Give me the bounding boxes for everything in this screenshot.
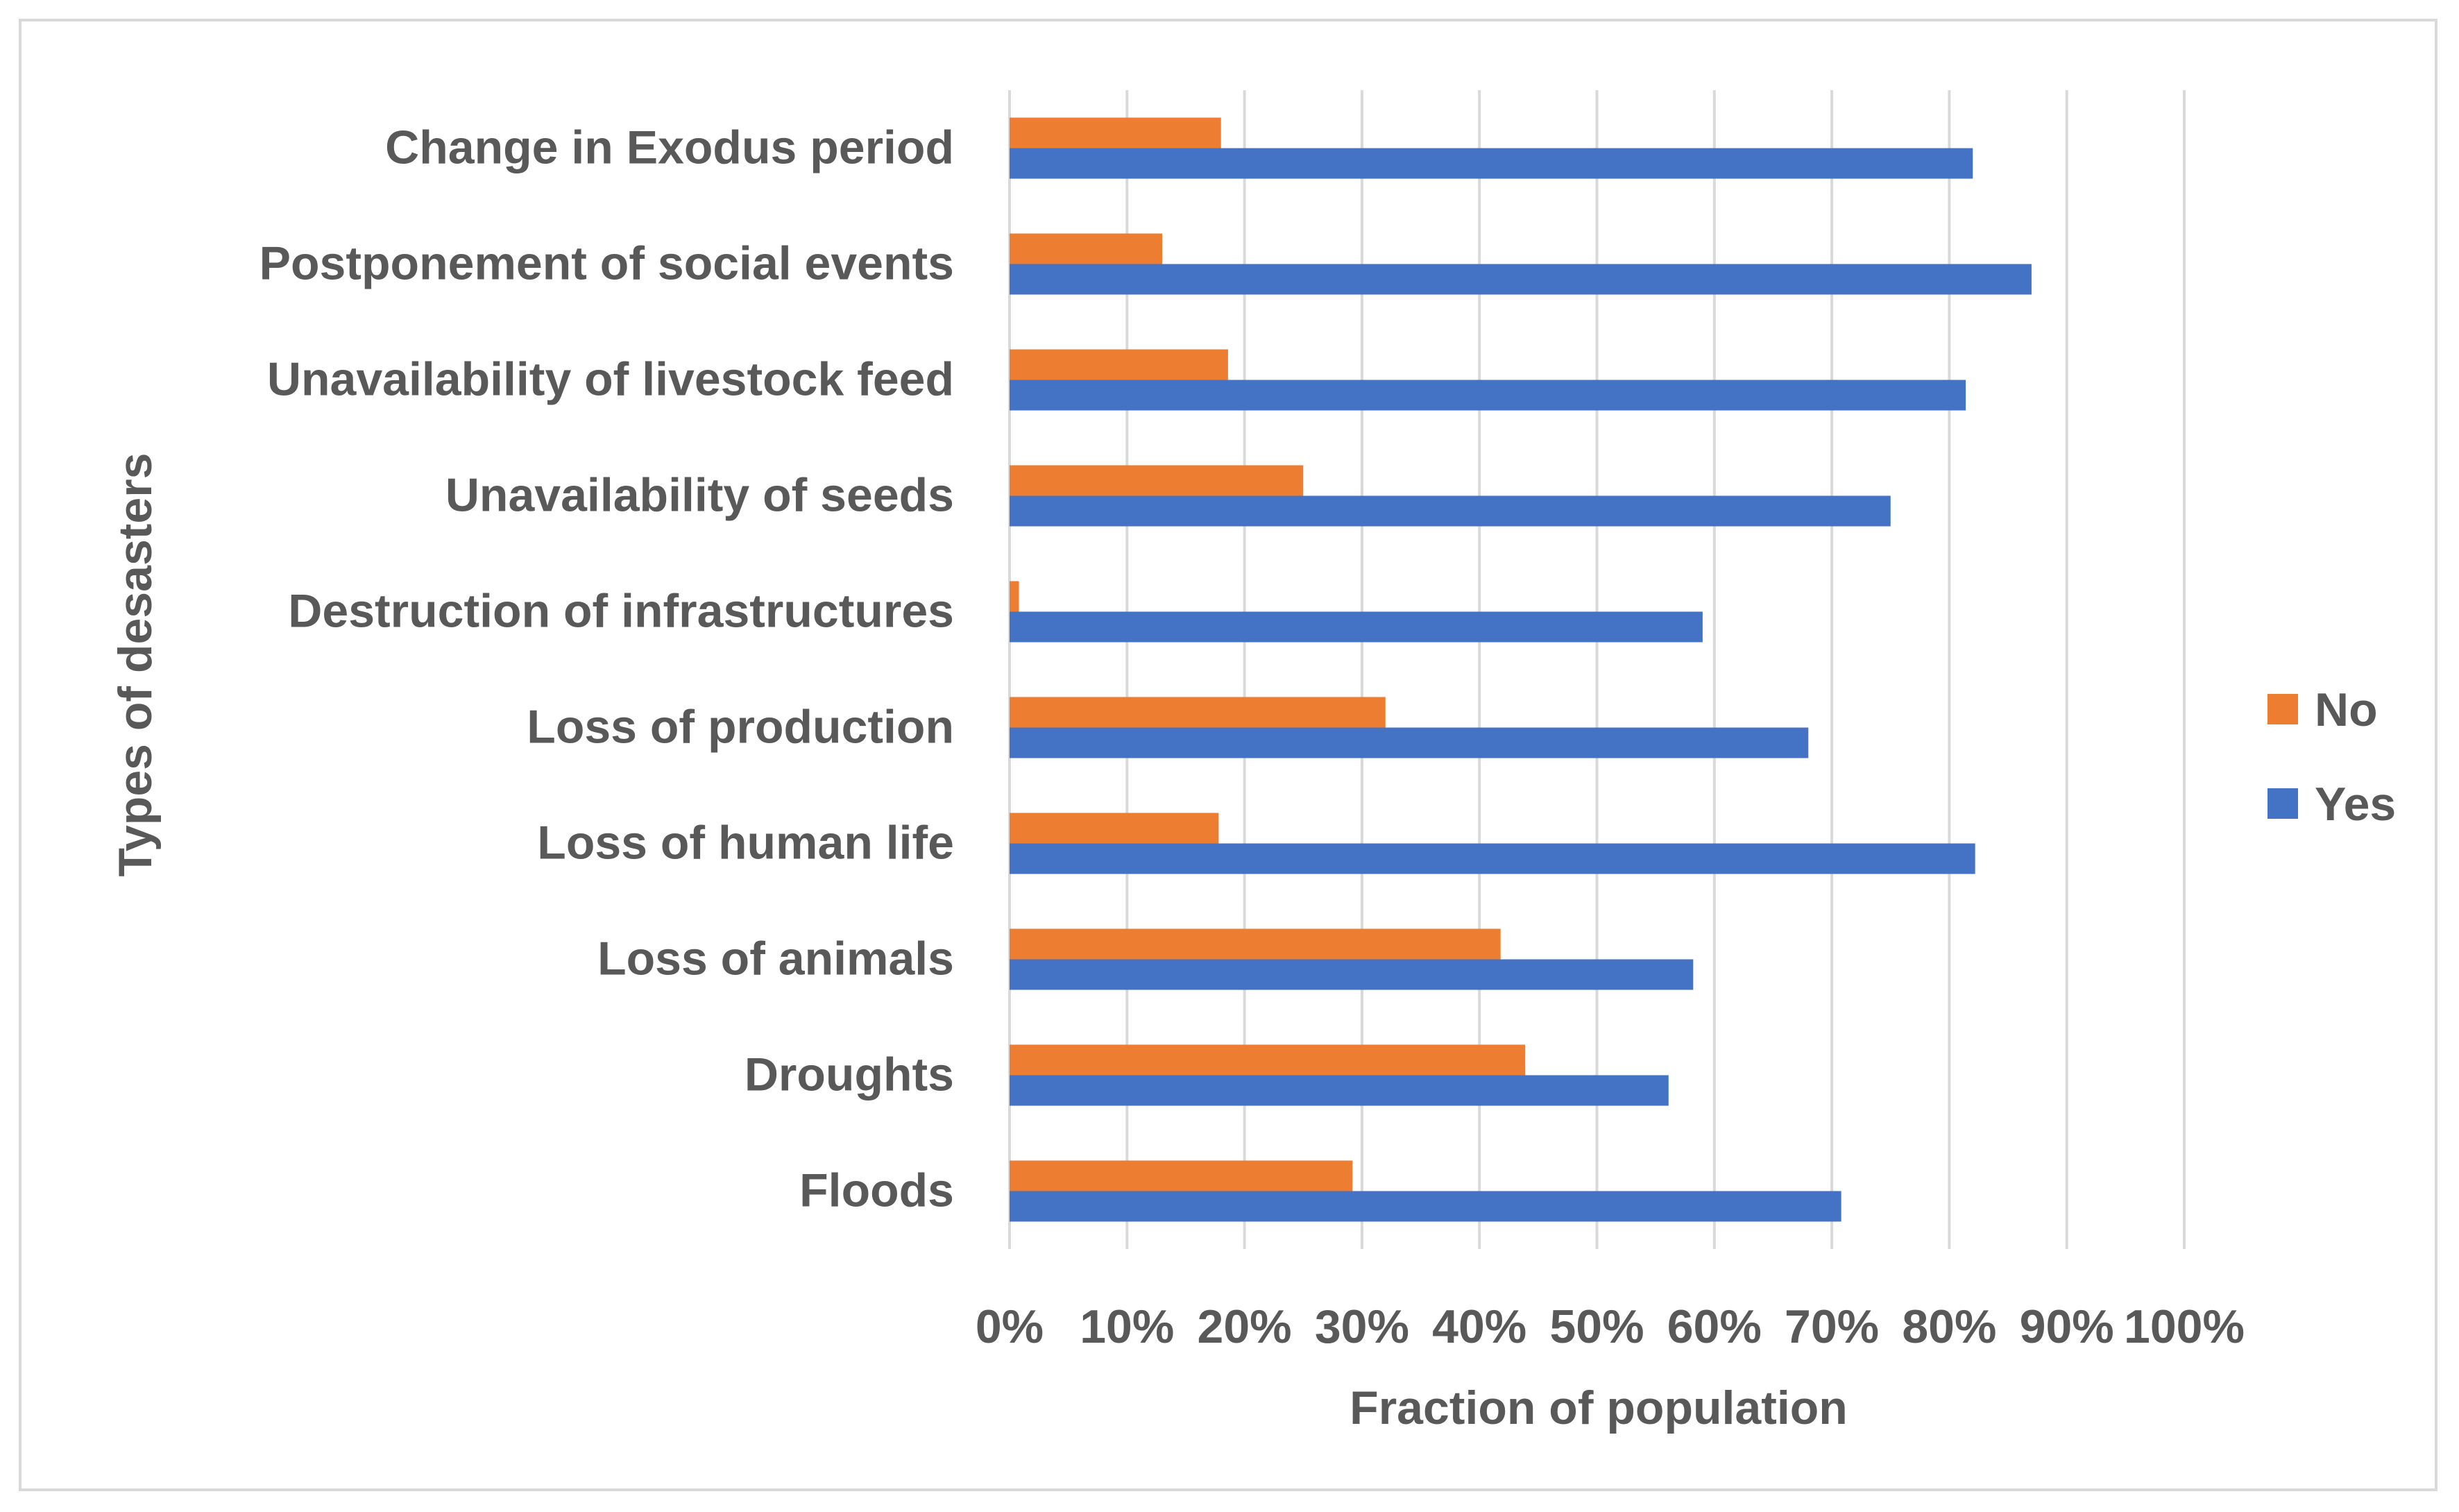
- x-tick-label: 90%: [2020, 1300, 2114, 1353]
- bar-yes: [1010, 264, 2032, 295]
- x-tick-label: 30%: [1315, 1300, 1409, 1353]
- bar-no: [1010, 466, 1303, 496]
- category-label: Unavailability of seeds: [445, 469, 954, 522]
- bars: [1010, 118, 2032, 1222]
- legend-swatch-no: [2267, 694, 2298, 724]
- bar-yes: [1010, 612, 1703, 643]
- legend-label-no: No: [2315, 683, 2378, 736]
- bar-no: [1010, 581, 1019, 612]
- legend-label-yes: Yes: [2315, 778, 2396, 831]
- category-labels: Change in Exodus period Postponement of s…: [259, 121, 954, 1217]
- bar-no: [1010, 350, 1228, 380]
- category-label: Loss of human life: [537, 817, 954, 869]
- bar-yes: [1010, 960, 1693, 990]
- x-tick-label: 10%: [1080, 1300, 1174, 1353]
- category-label: Destruction of infrastructures: [288, 585, 954, 638]
- x-tick-label: 40%: [1432, 1300, 1526, 1353]
- x-tick-labels: 0% 10% 20% 30% 40% 50% 60% 70% 80% 90% 100%: [976, 1300, 2245, 1353]
- bar-yes: [1010, 380, 1966, 411]
- bar-yes: [1010, 496, 1891, 527]
- legend-swatch-yes: [2267, 788, 2298, 819]
- category-label: Loss of production: [527, 701, 954, 754]
- x-tick-label: 80%: [1902, 1300, 1996, 1353]
- chart: Change in Exodus period Postponement of s…: [0, 0, 2459, 1512]
- bar-yes: [1010, 1076, 1669, 1106]
- category-label: Droughts: [744, 1048, 954, 1101]
- category-label: Change in Exodus period: [385, 121, 954, 174]
- bar-no: [1010, 929, 1501, 960]
- category-label: Loss of animals: [597, 933, 954, 985]
- bar-no: [1010, 697, 1386, 728]
- category-label: Floods: [799, 1164, 954, 1217]
- x-axis-title: Fraction of population: [1350, 1382, 1848, 1434]
- legend: No Yes: [2267, 683, 2396, 831]
- x-tick-label: 20%: [1198, 1300, 1292, 1353]
- x-tick-label: 70%: [1785, 1300, 1879, 1353]
- bar-yes: [1010, 728, 1808, 758]
- bar-yes: [1010, 1191, 1841, 1222]
- x-tick-label: 60%: [1667, 1300, 1762, 1353]
- bar-no: [1010, 234, 1162, 264]
- category-label: Unavailability of livestock feed: [267, 353, 954, 406]
- bar-yes: [1010, 844, 1975, 874]
- category-label: Postponement of social events: [259, 237, 954, 290]
- bar-no: [1010, 1161, 1352, 1191]
- y-axis-title: Types of desasters: [109, 452, 162, 876]
- bar-no: [1010, 118, 1221, 148]
- bar-no: [1010, 813, 1218, 844]
- x-tick-label: 100%: [2124, 1300, 2245, 1353]
- x-tick-label: 0%: [976, 1300, 1044, 1353]
- bar-no: [1010, 1045, 1525, 1076]
- bar-yes: [1010, 148, 1973, 179]
- x-tick-label: 50%: [1549, 1300, 1644, 1353]
